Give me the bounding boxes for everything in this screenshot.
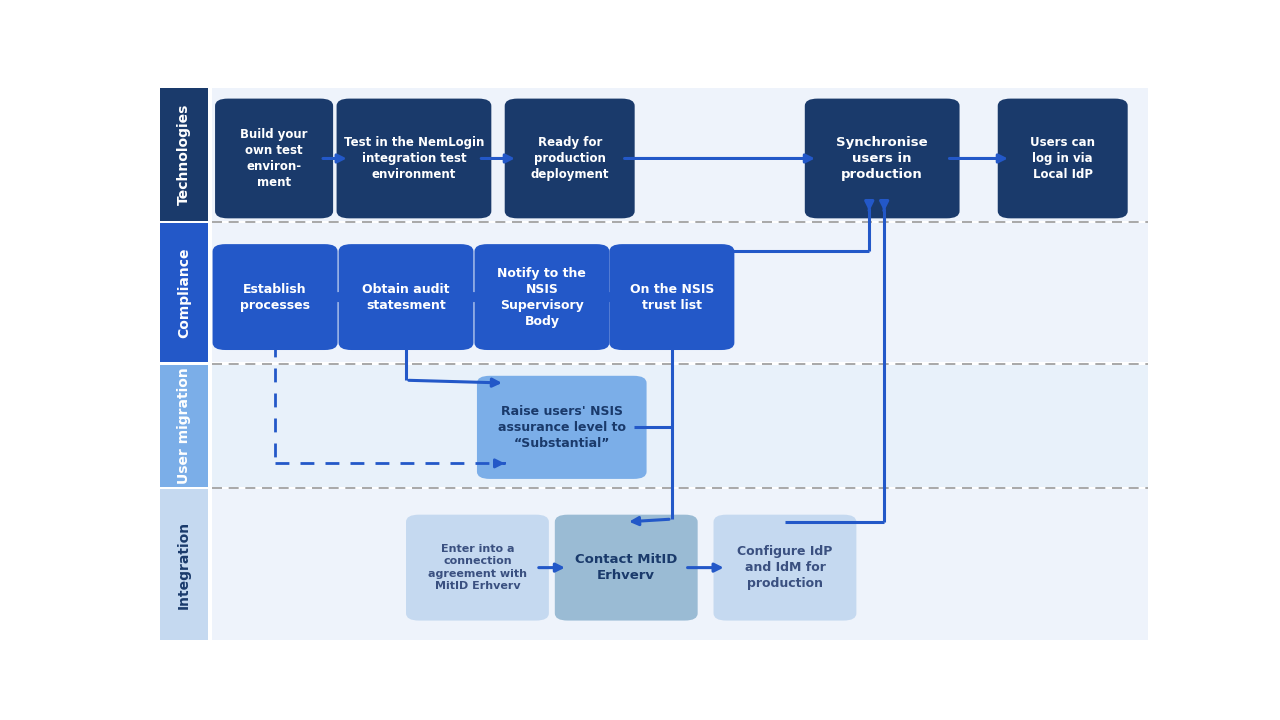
Text: Build your
own test
environ-
ment: Build your own test environ- ment bbox=[241, 128, 307, 189]
FancyBboxPatch shape bbox=[554, 515, 698, 621]
Text: Users can
log in via
Local IdP: Users can log in via Local IdP bbox=[1030, 136, 1096, 181]
FancyBboxPatch shape bbox=[609, 244, 735, 350]
Text: On the NSIS
trust list: On the NSIS trust list bbox=[630, 282, 714, 312]
FancyBboxPatch shape bbox=[337, 99, 492, 218]
Text: Compliance: Compliance bbox=[177, 248, 191, 338]
FancyBboxPatch shape bbox=[160, 365, 207, 487]
FancyBboxPatch shape bbox=[212, 244, 338, 350]
Text: Obtain audit
statesment: Obtain audit statesment bbox=[362, 282, 449, 312]
FancyBboxPatch shape bbox=[477, 376, 646, 479]
FancyBboxPatch shape bbox=[406, 515, 549, 621]
Text: Technologies: Technologies bbox=[177, 104, 191, 205]
Text: Test in the NemLogin
integration test
environment: Test in the NemLogin integration test en… bbox=[344, 136, 484, 181]
FancyBboxPatch shape bbox=[160, 88, 207, 221]
FancyBboxPatch shape bbox=[211, 223, 1148, 362]
Text: Notify to the
NSIS
Supervisory
Body: Notify to the NSIS Supervisory Body bbox=[498, 266, 586, 328]
FancyBboxPatch shape bbox=[211, 490, 1148, 639]
FancyBboxPatch shape bbox=[805, 99, 960, 218]
Text: User migration: User migration bbox=[177, 368, 191, 485]
FancyBboxPatch shape bbox=[211, 365, 1148, 487]
FancyBboxPatch shape bbox=[215, 99, 333, 218]
FancyBboxPatch shape bbox=[504, 99, 635, 218]
FancyBboxPatch shape bbox=[160, 223, 207, 362]
Text: Configure IdP
and IdM for
production: Configure IdP and IdM for production bbox=[737, 545, 833, 590]
FancyBboxPatch shape bbox=[338, 244, 474, 350]
Text: Integration: Integration bbox=[177, 521, 191, 608]
Text: Synchronise
users in
production: Synchronise users in production bbox=[836, 136, 928, 181]
Text: Raise users' NSIS
assurance level to
“Substantial”: Raise users' NSIS assurance level to “Su… bbox=[498, 405, 626, 450]
FancyBboxPatch shape bbox=[160, 490, 207, 639]
FancyBboxPatch shape bbox=[211, 88, 1148, 221]
FancyBboxPatch shape bbox=[713, 515, 856, 621]
Text: Establish
processes: Establish processes bbox=[241, 282, 310, 312]
FancyBboxPatch shape bbox=[997, 99, 1128, 218]
Text: Ready for
production
deployment: Ready for production deployment bbox=[530, 136, 609, 181]
Text: Contact MitID
Erhverv: Contact MitID Erhverv bbox=[575, 553, 677, 582]
Text: Enter into a
connection
agreement with
MitID Erhverv: Enter into a connection agreement with M… bbox=[428, 544, 527, 591]
FancyBboxPatch shape bbox=[475, 244, 609, 350]
